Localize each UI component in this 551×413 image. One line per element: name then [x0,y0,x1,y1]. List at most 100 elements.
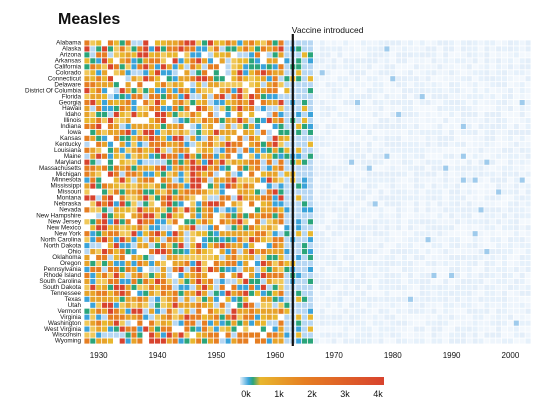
heatmap-cell [207,82,213,88]
heatmap-cell [243,320,249,326]
heatmap-cell [90,320,96,326]
heatmap-cell [372,177,378,183]
heatmap-cell [137,52,143,58]
heatmap-cell [166,189,172,195]
heatmap-cell [266,284,272,290]
heatmap-cell [307,46,313,52]
heatmap-cell [501,171,508,177]
heatmap-cell [501,225,508,231]
heatmap-cell [472,88,478,94]
heatmap-cell [331,52,337,58]
heatmap-cell [137,320,143,326]
heatmap-cell [113,153,119,159]
heatmap-cell [160,308,166,314]
heatmap-cell [296,213,302,219]
heatmap-cell [202,213,208,219]
heatmap-cell [402,117,408,124]
heatmap-cell [313,159,319,165]
heatmap-cell [343,153,349,159]
heatmap-cell [225,260,231,267]
heatmap-cell [131,52,137,58]
heatmap-cell [349,332,355,338]
heatmap-cell [284,308,290,314]
heatmap-cell [525,105,531,112]
heatmap-cell [443,141,449,147]
heatmap-cell [254,58,261,64]
heatmap-cell [302,183,308,189]
heatmap-cell [343,100,349,106]
heatmap-cell [119,278,125,284]
heatmap-cell [390,201,396,207]
heatmap-cell [160,123,166,130]
heatmap-cell [207,123,213,130]
heatmap-cell [313,76,319,82]
heatmap-cell [460,76,466,82]
heatmap-cell [178,332,184,338]
heatmap-cell [413,94,419,100]
heatmap-cell [178,290,184,296]
heatmap-cell [225,165,231,171]
heatmap-cell [113,201,119,207]
heatmap-cell [166,302,172,308]
heatmap-cell [184,153,190,159]
heatmap-cell [202,82,208,88]
heatmap-cell [154,308,161,314]
heatmap-cell [366,272,372,279]
heatmap-cell [360,225,366,231]
heatmap-cell [249,332,255,338]
heatmap-cell [196,314,202,320]
heatmap-cell [166,46,172,52]
heatmap-cell [337,314,343,320]
heatmap-cell [231,231,237,237]
heatmap-cell [190,141,196,147]
heatmap-cell [237,201,243,207]
heatmap-cell [260,147,266,153]
heatmap-cell [325,141,331,147]
heatmap-cell [202,284,208,290]
heatmap-cell [113,129,119,135]
heatmap-cell [249,231,255,237]
heatmap-cell [519,338,525,344]
heatmap-cell [419,117,425,124]
heatmap-cell [272,237,278,243]
heatmap-cell [90,237,96,243]
heatmap-cell [107,231,114,237]
heatmap-cell [331,147,337,153]
heatmap-cell [484,171,490,177]
heatmap-cell [454,243,461,249]
heatmap-cell [325,123,331,130]
heatmap-cell [402,183,408,189]
heatmap-cell [413,302,419,308]
heatmap-cell [496,123,502,130]
heatmap-cell [372,111,378,118]
heatmap-cell [196,111,202,118]
heatmap-cell [237,94,243,100]
heatmap-cell [125,135,131,141]
heatmap-cell [431,177,437,183]
heatmap-cell [484,111,490,118]
state-label: Kansas [60,135,81,142]
heatmap-cell [243,243,249,249]
heatmap-cell [496,296,502,302]
heatmap-cell [337,94,343,100]
heatmap-cell [449,320,455,326]
heatmap-cell [313,231,319,237]
heatmap-cell [478,284,484,290]
heatmap-cell [260,153,266,159]
heatmap-cell [249,177,255,183]
heatmap-cell [284,46,290,52]
heatmap-cell [425,225,431,231]
heatmap-cell [96,195,102,201]
heatmap-cell [149,123,155,130]
heatmap-cell [107,123,114,130]
heatmap-cell [190,52,196,58]
heatmap-cell [501,46,508,52]
heatmap-cell [113,219,119,225]
heatmap-cell [307,225,313,231]
heatmap-cell [484,159,490,165]
heatmap-cell [166,165,172,171]
heatmap-cell [249,52,255,58]
heatmap-cell [272,70,278,76]
heatmap-cell [137,308,143,314]
heatmap-cell [96,94,102,100]
